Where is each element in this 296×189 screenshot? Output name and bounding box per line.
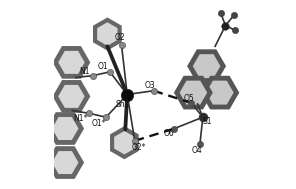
- Polygon shape: [112, 129, 137, 157]
- Text: O4: O4: [192, 146, 202, 155]
- Polygon shape: [55, 48, 88, 76]
- Text: N1*: N1*: [73, 114, 88, 123]
- Text: O2*: O2*: [132, 143, 146, 152]
- Polygon shape: [190, 52, 223, 81]
- Text: O1*: O1*: [91, 119, 106, 128]
- Polygon shape: [55, 82, 88, 110]
- Text: O6: O6: [164, 129, 175, 138]
- Text: O3: O3: [144, 81, 155, 90]
- Text: O5: O5: [183, 94, 194, 103]
- Polygon shape: [49, 149, 81, 177]
- Polygon shape: [95, 20, 120, 48]
- Text: N1: N1: [79, 67, 90, 76]
- Text: S1: S1: [202, 117, 212, 126]
- Polygon shape: [177, 78, 210, 107]
- Text: O2: O2: [114, 33, 125, 42]
- Text: Sn1: Sn1: [115, 100, 130, 109]
- Polygon shape: [203, 78, 237, 107]
- Text: O1: O1: [98, 62, 108, 71]
- Polygon shape: [49, 115, 81, 143]
